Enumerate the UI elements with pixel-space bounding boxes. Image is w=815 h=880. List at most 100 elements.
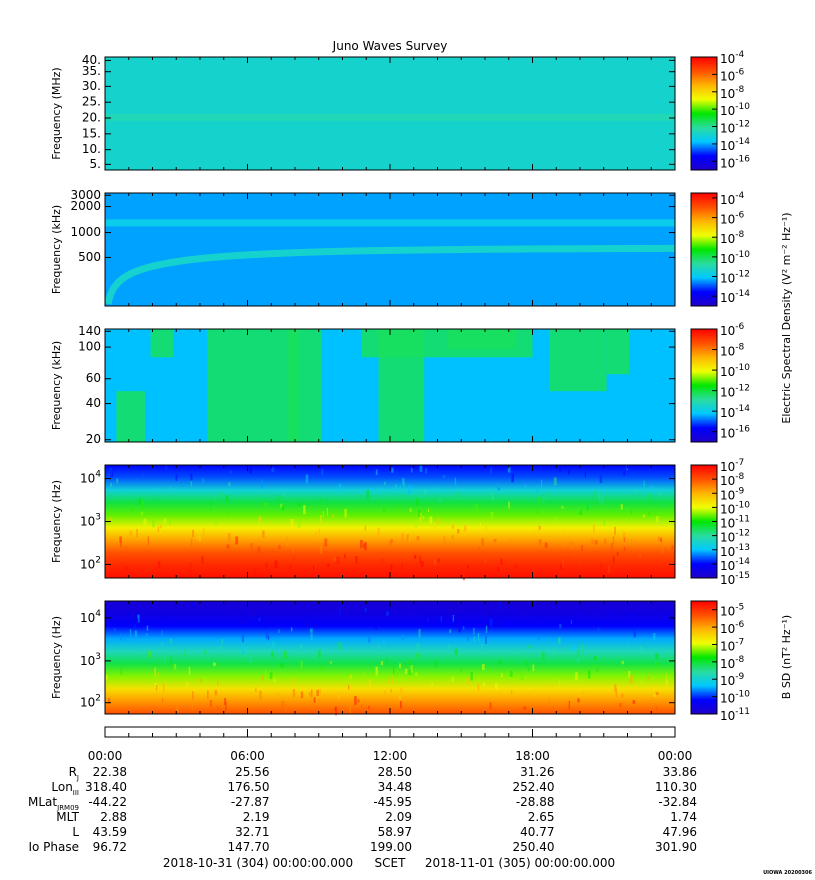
colorbar-tick-label: 10-9	[720, 486, 745, 502]
ephemeris-value: 32.71	[235, 825, 269, 839]
colorbar-tick-label: 10-6	[720, 620, 745, 636]
y-tick-label: 500	[78, 250, 101, 264]
ephemeris-value: 147.70	[228, 840, 270, 854]
y-tick-label: 102	[80, 555, 101, 571]
ephemeris-label: LonIII	[51, 780, 79, 797]
colorbar-tick-label: 10-7	[720, 637, 744, 653]
x-ticks	[104, 193, 676, 306]
colorbar-tick-label: 10-12	[720, 119, 750, 135]
ephemeris-value: 2.65	[528, 810, 555, 824]
colorbar-tick-label: 10-8	[720, 230, 745, 246]
colorbar: 10-4 10-6 10-8 10-10 10-12 10-14	[690, 190, 750, 307]
y-tick-label: 25.	[82, 95, 101, 109]
ephemeris-value: 40.77	[520, 825, 554, 839]
colorbar-tick-label: 10-8	[720, 342, 745, 358]
y-tick-label: 140	[78, 324, 101, 338]
y-axis-label: Frequency (kHz)	[50, 341, 63, 430]
x-ticks	[104, 601, 676, 714]
y-tick-label: 60	[86, 371, 101, 385]
ephemeris-label: RJ	[69, 765, 79, 782]
y-axis-label: Frequency (kHz)	[50, 205, 63, 294]
ephemeris-value: 250.40	[513, 840, 555, 854]
x-ticks	[104, 329, 676, 442]
colorbar-tick-label: 10-10	[720, 689, 750, 705]
y-tick-label: 40	[86, 396, 101, 410]
ephemeris-value: 96.72	[93, 840, 127, 854]
y-tick-label: 3000	[70, 188, 101, 202]
colorbar-tick-label: 10-14	[720, 136, 750, 152]
ephemeris-value: -44.22	[88, 795, 127, 809]
ephemeris-value: 176.50	[228, 780, 270, 794]
y-tick-label: 104	[80, 608, 101, 624]
y-tick-label: 104	[80, 469, 101, 485]
y-tick-label: 20	[86, 432, 101, 446]
colorbar-tick-label: 10-6	[720, 67, 745, 83]
spectrogram-panel-4: 104 103 102 Frequency (Hz) 10-710-810-910-10…	[50, 458, 750, 587]
colorbar-tick-label: 10-12	[720, 269, 750, 285]
ephemeris-value: 22.38	[93, 765, 127, 779]
x-ticks	[104, 465, 676, 578]
colorbar-tick-label: 10-15	[720, 571, 750, 587]
ephemeris-value: 25.56	[235, 765, 269, 779]
x-ticks	[104, 57, 676, 170]
colorbar-tick-label: 10-13	[720, 542, 750, 558]
y-tick-label: 15.	[82, 126, 101, 140]
colorbar-tick-label: 10-6	[720, 210, 745, 226]
spectrogram-image	[105, 465, 675, 581]
colorbar-tick-label: 10-5	[720, 602, 744, 618]
ephemeris-row: MLatJRM09 -44.22 -27.87 -45.95 -28.88 -32.84	[28, 795, 697, 812]
ephemeris-value: 28.50	[378, 765, 412, 779]
ephemeris-row: RJ 22.38 25.56 28.50 31.26 33.86	[69, 765, 697, 782]
time-tick-label: 18:00	[515, 749, 550, 763]
spectrogram-image	[105, 601, 675, 716]
y-axis-label: Frequency (MHz)	[50, 67, 63, 159]
ephemeris-row: L 43.59 32.71 58.97 40.77 47.96	[72, 825, 697, 839]
y-tick-label: 20.	[82, 111, 101, 125]
y-tick-label: 103	[80, 651, 101, 667]
footer-start-date: 2018-10-31 (304) 00:00:00.000	[163, 856, 353, 870]
colorbar-tick-label: 10-6	[720, 322, 745, 338]
colorbar-tick-label: 10-10	[720, 102, 750, 118]
ephemeris-value: -27.87	[231, 795, 270, 809]
ephemeris-value: 2.09	[385, 810, 412, 824]
colorbar-tick-label: 10-12	[720, 383, 750, 399]
y-tick-label: 30.	[82, 79, 101, 93]
colorbar-tick-label: 10-11	[720, 514, 750, 530]
y-tick-label: 100	[78, 340, 101, 354]
footer-end-date: 2018-11-01 (305) 00:00:00.000	[425, 856, 615, 870]
colorbar-tick-label: 10-7	[720, 458, 744, 474]
ephemeris-value: 33.86	[663, 765, 697, 779]
y-tick-label: 40.	[82, 53, 101, 67]
time-tick-label: 00:00	[88, 749, 123, 763]
colorbar-tick-label: 10-10	[720, 500, 750, 516]
y-axis-label: Frequency (Hz)	[50, 616, 63, 699]
ephemeris-value: 110.30	[655, 780, 697, 794]
colorbar-tick-label: 10-14	[720, 289, 750, 305]
ephemeris-value: 34.48	[378, 780, 412, 794]
colorbar-tick-label: 10-12	[720, 528, 750, 544]
ephemeris-value: -28.88	[516, 795, 555, 809]
ephemeris-value: 1.74	[670, 810, 697, 824]
colorbar-tick-label: 10-8	[720, 84, 745, 100]
colorbar: 10-5 10-610-710-8 10-910-10 10-11	[690, 600, 750, 723]
ephemeris-label: L	[72, 825, 79, 839]
ephemeris-value: 47.96	[663, 825, 697, 839]
ephemeris-value: 2.19	[243, 810, 270, 824]
y-tick-label: 103	[80, 512, 101, 528]
ephemeris-label: Io Phase	[28, 840, 79, 854]
ephemeris-value: 301.90	[655, 840, 697, 854]
colorbar-tick-label: 10-16	[720, 424, 750, 440]
spectrogram-image	[105, 329, 675, 442]
ephemeris-value: -45.95	[373, 795, 412, 809]
ephemeris-value: 31.26	[520, 765, 554, 779]
y-tick-label: 102	[80, 693, 101, 709]
y-tick-label: 1000	[70, 225, 101, 239]
spectrogram-panel-1: 40.35.30. 25. 20.15. 10.5. Frequency (MHz) 10…	[50, 50, 750, 171]
esd-colorbar-title: Electric Spectral Density (V² m⁻² Hz⁻¹)	[780, 212, 793, 423]
colorbar-tick-label: 10-14	[720, 404, 750, 420]
ephemeris-value: 2.88	[100, 810, 127, 824]
y-axis-label: Frequency (Hz)	[50, 480, 63, 563]
